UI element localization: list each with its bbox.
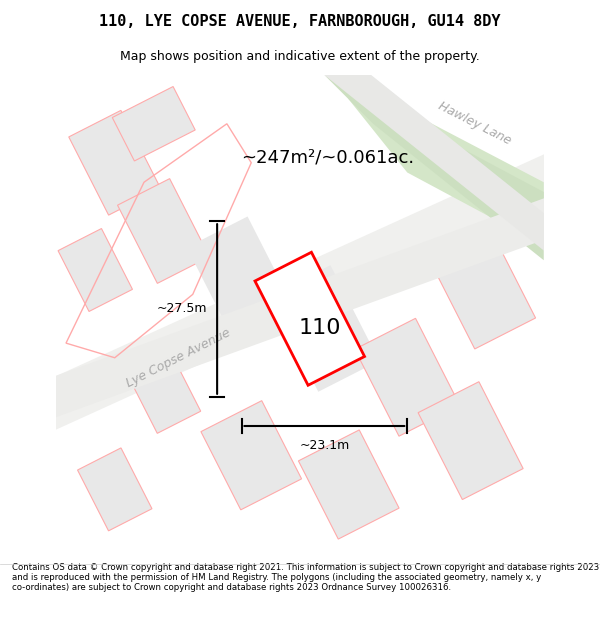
Polygon shape <box>126 351 201 433</box>
Text: Contains OS data © Crown copyright and database right 2021. This information is : Contains OS data © Crown copyright and d… <box>12 562 599 592</box>
Text: Lye Copse Avenue: Lye Copse Avenue <box>124 326 233 390</box>
Polygon shape <box>325 52 586 270</box>
Text: ~23.1m: ~23.1m <box>299 439 349 452</box>
Polygon shape <box>339 75 544 246</box>
Polygon shape <box>187 216 296 343</box>
Text: 110, LYE COPSE AVENUE, FARNBOROUGH, GU14 8DY: 110, LYE COPSE AVENUE, FARNBOROUGH, GU14… <box>99 14 501 29</box>
Polygon shape <box>69 111 161 215</box>
Polygon shape <box>418 382 523 499</box>
Text: Hawley Lane: Hawley Lane <box>437 100 514 148</box>
Polygon shape <box>435 240 536 349</box>
Text: ~247m²/~0.061ac.: ~247m²/~0.061ac. <box>241 149 415 167</box>
Polygon shape <box>19 194 568 426</box>
Polygon shape <box>298 430 399 539</box>
Polygon shape <box>325 75 544 260</box>
Polygon shape <box>269 265 379 392</box>
Polygon shape <box>118 179 209 283</box>
Polygon shape <box>201 401 302 510</box>
Polygon shape <box>58 229 133 311</box>
Polygon shape <box>77 448 152 531</box>
Text: Map shows position and indicative extent of the property.: Map shows position and indicative extent… <box>120 50 480 62</box>
Polygon shape <box>12 152 568 441</box>
Polygon shape <box>355 318 460 436</box>
Polygon shape <box>255 253 365 385</box>
Polygon shape <box>112 86 195 161</box>
Text: ~27.5m: ~27.5m <box>157 302 208 316</box>
Text: 110: 110 <box>298 319 341 339</box>
